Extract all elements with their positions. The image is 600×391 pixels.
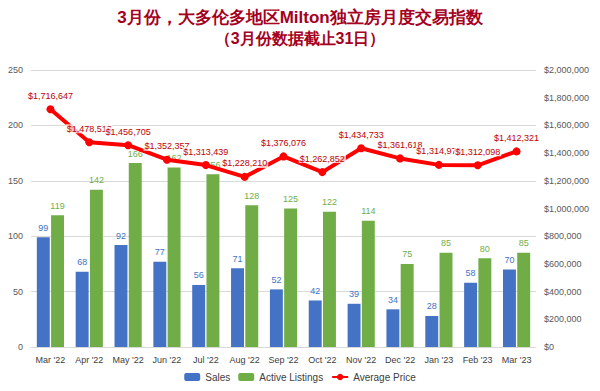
svg-text:Average Price: Average Price bbox=[353, 372, 416, 383]
svg-text:$1,352,357: $1,352,357 bbox=[144, 141, 190, 152]
svg-text:71: 71 bbox=[233, 254, 243, 264]
svg-text:Jul '22: Jul '22 bbox=[193, 355, 219, 365]
svg-text:250: 250 bbox=[8, 65, 23, 75]
svg-text:Apr '22: Apr '22 bbox=[75, 355, 103, 365]
svg-text:$400,000: $400,000 bbox=[544, 287, 582, 297]
svg-text:$1,313,439: $1,313,439 bbox=[183, 147, 228, 157]
svg-text:Mar '23: Mar '23 bbox=[502, 355, 532, 365]
svg-text:0: 0 bbox=[18, 342, 23, 352]
svg-text:128: 128 bbox=[244, 191, 259, 201]
svg-text:68: 68 bbox=[77, 257, 87, 267]
svg-text:Sales: Sales bbox=[205, 372, 230, 383]
svg-text:$1,262,852: $1,262,852 bbox=[300, 154, 345, 164]
svg-text:77: 77 bbox=[155, 247, 165, 257]
svg-text:May '22: May '22 bbox=[112, 355, 143, 365]
svg-text:$1,716,647: $1,716,647 bbox=[28, 91, 73, 101]
svg-text:Feb '23: Feb '23 bbox=[463, 355, 493, 365]
svg-text:200: 200 bbox=[8, 120, 23, 130]
svg-text:85: 85 bbox=[441, 238, 451, 248]
svg-text:58: 58 bbox=[466, 268, 476, 278]
svg-text:$1,361,618: $1,361,618 bbox=[377, 139, 423, 150]
svg-text:122: 122 bbox=[322, 197, 337, 207]
svg-text:3月份，大多伦多地区Milton独立房月度交易指数: 3月份，大多伦多地区Milton独立房月度交易指数 bbox=[117, 8, 483, 27]
svg-text:99: 99 bbox=[38, 223, 48, 233]
svg-text:142: 142 bbox=[89, 175, 104, 185]
svg-text:Nov '22: Nov '22 bbox=[346, 355, 376, 365]
svg-text:Jun '22: Jun '22 bbox=[153, 355, 182, 365]
svg-text:$1,314,975: $1,314,975 bbox=[416, 146, 462, 157]
svg-text:$1,412,321: $1,412,321 bbox=[494, 133, 539, 143]
svg-text:70: 70 bbox=[504, 255, 514, 265]
svg-text:92: 92 bbox=[116, 231, 126, 241]
svg-text:$1,800,000: $1,800,000 bbox=[544, 93, 589, 103]
svg-text:$1,200,000: $1,200,000 bbox=[544, 176, 589, 186]
svg-text:$200,000: $200,000 bbox=[544, 314, 582, 324]
svg-text:75: 75 bbox=[402, 249, 412, 259]
svg-text:39: 39 bbox=[349, 289, 359, 299]
svg-text:166: 166 bbox=[127, 148, 143, 159]
svg-text:Dec '22: Dec '22 bbox=[385, 355, 415, 365]
svg-text:119: 119 bbox=[50, 201, 64, 211]
svg-text:$600,000: $600,000 bbox=[544, 259, 582, 269]
svg-text:$2,000,000: $2,000,000 bbox=[544, 65, 589, 75]
svg-text:$800,000: $800,000 bbox=[544, 231, 582, 241]
svg-text:$1,456,705: $1,456,705 bbox=[106, 127, 151, 137]
svg-text:80: 80 bbox=[480, 244, 490, 254]
svg-text:$0: $0 bbox=[544, 342, 554, 352]
svg-text:$1,000,000: $1,000,000 bbox=[544, 204, 589, 214]
svg-text:$1,228,210: $1,228,210 bbox=[222, 158, 267, 168]
svg-text:$1,312,098: $1,312,098 bbox=[455, 147, 500, 157]
svg-text:100: 100 bbox=[8, 231, 23, 241]
svg-text:42: 42 bbox=[310, 286, 320, 296]
svg-text:56: 56 bbox=[194, 270, 204, 280]
svg-text:28: 28 bbox=[427, 301, 437, 311]
svg-text:$1,434,733: $1,434,733 bbox=[339, 130, 384, 140]
svg-text:$1,400,000: $1,400,000 bbox=[544, 148, 589, 158]
svg-text:50: 50 bbox=[13, 287, 23, 297]
svg-text:Oct '22: Oct '22 bbox=[308, 355, 336, 365]
svg-text:$1,376,076: $1,376,076 bbox=[261, 138, 306, 148]
svg-text:150: 150 bbox=[8, 176, 23, 186]
svg-text:52: 52 bbox=[271, 275, 281, 285]
svg-text:114: 114 bbox=[361, 206, 375, 216]
svg-text:85: 85 bbox=[519, 238, 529, 248]
svg-text:Jan '23: Jan '23 bbox=[425, 355, 454, 365]
svg-text:125: 125 bbox=[283, 194, 298, 204]
svg-text:Mar '22: Mar '22 bbox=[36, 355, 66, 365]
svg-text:$1,600,000: $1,600,000 bbox=[544, 120, 589, 130]
svg-text:Aug '22: Aug '22 bbox=[230, 355, 260, 365]
svg-text:$1,478,513: $1,478,513 bbox=[66, 123, 112, 134]
svg-text:（3月份数据截止31日）: （3月份数据截止31日） bbox=[215, 30, 386, 48]
svg-text:Active Listings: Active Listings bbox=[259, 372, 323, 383]
svg-text:34: 34 bbox=[388, 295, 398, 305]
svg-text:Sep '22: Sep '22 bbox=[268, 355, 298, 365]
